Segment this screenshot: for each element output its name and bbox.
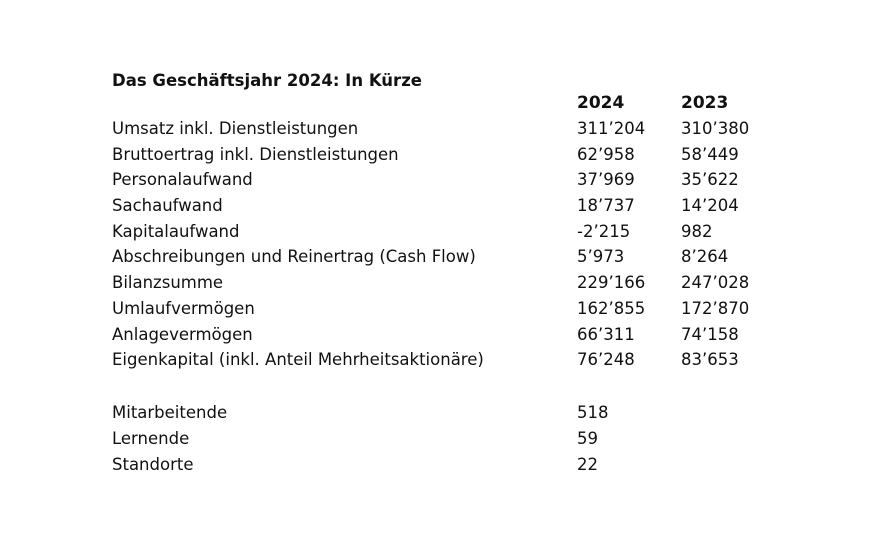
row-label: Standorte bbox=[112, 455, 194, 474]
value-2024: 59 bbox=[577, 429, 598, 448]
value-2024: 5’973 bbox=[577, 247, 625, 266]
value-2024: 22 bbox=[577, 455, 598, 474]
value-2023: 74’158 bbox=[681, 325, 739, 344]
column-header-2024: 2024 bbox=[577, 93, 625, 113]
value-2023: 83’653 bbox=[681, 350, 739, 369]
row-label: Bilanzsumme bbox=[112, 273, 224, 292]
row-label: Abschreibungen und Reinertrag (Cash Flow… bbox=[112, 247, 476, 266]
table-row: Umlaufvermögen 162’855 172’870 bbox=[0, 296, 896, 322]
table-row: Mitarbeitende 518 bbox=[0, 400, 896, 426]
value-2024: 76’248 bbox=[577, 350, 635, 369]
table-row: Personalaufwand 37’969 35’622 bbox=[0, 167, 896, 193]
row-label: Eigenkapital (inkl. Anteil Mehrheitsakti… bbox=[112, 350, 484, 369]
value-2024: 518 bbox=[577, 403, 609, 422]
value-2023: 310’380 bbox=[681, 119, 750, 138]
table-row: Umsatz inkl. Dienstleistungen 311’204 31… bbox=[0, 116, 896, 142]
row-label: Umsatz inkl. Dienstleistungen bbox=[112, 119, 359, 138]
value-2023: 14’204 bbox=[681, 196, 739, 215]
table-row: Anlagevermögen 66’311 74’158 bbox=[0, 322, 896, 348]
row-label: Lernende bbox=[112, 429, 190, 448]
value-2023: 35’622 bbox=[681, 170, 739, 189]
table-row: Sachaufwand 18’737 14’204 bbox=[0, 193, 896, 219]
value-2024: 162’855 bbox=[577, 299, 646, 318]
table-row: Bruttoertrag inkl. Dienstleistungen 62’9… bbox=[0, 142, 896, 168]
value-2023: 8’264 bbox=[681, 247, 729, 266]
value-2024: 37’969 bbox=[577, 170, 635, 189]
value-2024: 18’737 bbox=[577, 196, 635, 215]
column-header-2023: 2023 bbox=[681, 93, 729, 113]
value-2024: 66’311 bbox=[577, 325, 635, 344]
value-2023: 172’870 bbox=[681, 299, 750, 318]
row-label: Bruttoertrag inkl. Dienstleistungen bbox=[112, 145, 399, 164]
value-2024: 311’204 bbox=[577, 119, 646, 138]
table-row: Abschreibungen und Reinertrag (Cash Flow… bbox=[0, 244, 896, 270]
row-label: Mitarbeitende bbox=[112, 403, 228, 422]
value-2024: -2’215 bbox=[577, 222, 631, 241]
document-title: Das Geschäftsjahr 2024: In Kürze bbox=[112, 71, 422, 90]
table-row: Eigenkapital (inkl. Anteil Mehrheitsakti… bbox=[0, 347, 896, 373]
value-2023: 247’028 bbox=[681, 273, 750, 292]
row-label: Kapitalaufwand bbox=[112, 222, 240, 241]
table-row: Lernende 59 bbox=[0, 426, 896, 452]
table-row: Bilanzsumme 229’166 247’028 bbox=[0, 270, 896, 296]
value-2023: 982 bbox=[681, 222, 713, 241]
value-2023: 58’449 bbox=[681, 145, 739, 164]
table-row: Standorte 22 bbox=[0, 452, 896, 478]
row-label: Sachaufwand bbox=[112, 196, 223, 215]
value-2024: 62’958 bbox=[577, 145, 635, 164]
row-label: Anlagevermögen bbox=[112, 325, 253, 344]
row-label: Umlaufvermögen bbox=[112, 299, 255, 318]
table-row: Kapitalaufwand -2’215 982 bbox=[0, 219, 896, 245]
value-2024: 229’166 bbox=[577, 273, 646, 292]
row-label: Personalaufwand bbox=[112, 170, 253, 189]
